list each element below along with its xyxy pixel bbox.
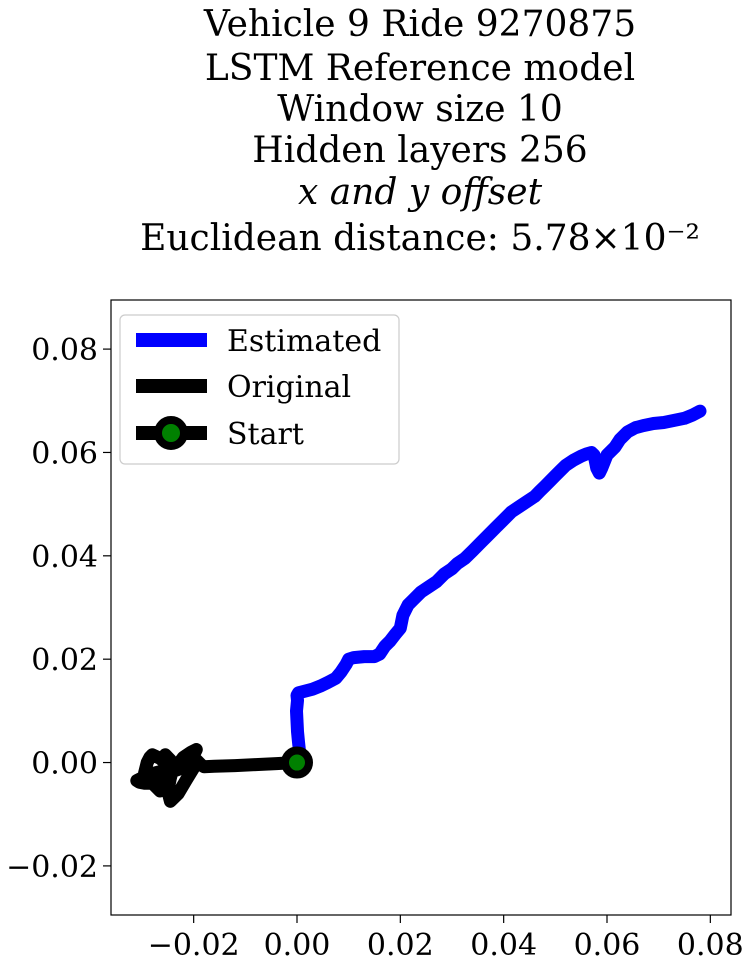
series-line-original bbox=[130, 743, 304, 808]
title-line-3: Window size 10 bbox=[277, 89, 563, 130]
y-tick-label-1: 0.00 bbox=[31, 747, 98, 782]
title-line-2: LSTM Reference model bbox=[205, 48, 635, 89]
y-tick-label-3: 0.04 bbox=[31, 540, 98, 575]
start-marker-layer bbox=[281, 746, 313, 779]
chart-title: Vehicle 9 Ride 9270875 LSTM Reference mo… bbox=[140, 4, 700, 259]
y-tick-label-4: 0.06 bbox=[31, 436, 98, 471]
title-line-5: x and y offset bbox=[298, 172, 543, 213]
x-tick-label-2: 0.02 bbox=[367, 928, 434, 962]
y-tick-label-5: 0.08 bbox=[31, 333, 98, 368]
legend-label-original: Original bbox=[227, 370, 351, 405]
x-axis-ticks: −0.02 0.00 0.02 0.04 0.06 0.08 bbox=[148, 915, 744, 962]
legend-swatch-start-marker bbox=[154, 416, 188, 450]
title-line-6: Euclidean distance: 5.78×10⁻² bbox=[140, 218, 700, 259]
legend-label-start: Start bbox=[227, 417, 304, 452]
series-layer bbox=[130, 404, 707, 808]
title-line-4: Hidden layers 256 bbox=[252, 130, 587, 171]
y-tick-label-2: 0.02 bbox=[31, 643, 98, 678]
series-line-estimated bbox=[290, 404, 707, 769]
x-tick-label-5: 0.08 bbox=[677, 928, 744, 962]
title-line-1: Vehicle 9 Ride 9270875 bbox=[203, 4, 636, 45]
x-tick-label-3: 0.04 bbox=[470, 928, 537, 962]
x-tick-label-1: 0.00 bbox=[264, 928, 331, 962]
y-tick-label-0: −0.02 bbox=[6, 850, 98, 885]
legend: Estimated Original Start bbox=[119, 314, 400, 465]
start-point-marker bbox=[281, 746, 313, 779]
x-tick-label-0: −0.02 bbox=[148, 928, 240, 962]
y-axis-ticks: −0.02 0.00 0.02 0.04 0.06 0.08 bbox=[6, 333, 111, 885]
x-tick-label-4: 0.06 bbox=[574, 928, 641, 962]
legend-label-estimated: Estimated bbox=[227, 324, 381, 359]
